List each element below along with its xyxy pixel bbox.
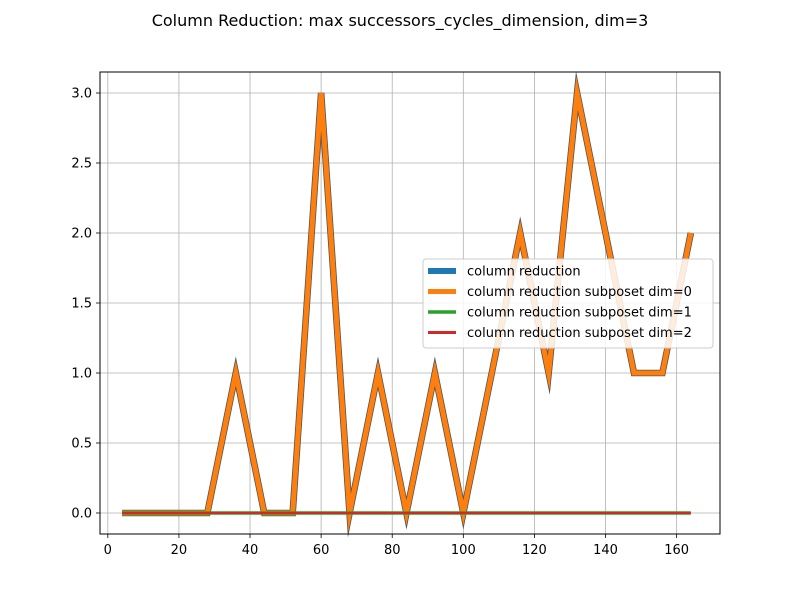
chart-title: Column Reduction: max successors_cycles_… <box>152 11 649 31</box>
x-tick-label: 20 <box>171 543 188 558</box>
x-tick-label: 60 <box>313 543 330 558</box>
y-tick-label: 1.5 <box>71 297 92 312</box>
x-tick-label: 40 <box>242 543 259 558</box>
x-axis: 0 20 40 60 80 100 120 140 160 <box>104 534 689 558</box>
y-tick-label: 0.5 <box>71 437 92 452</box>
legend-label: column reduction subposet dim=2 <box>467 326 692 341</box>
x-tick-label: 140 <box>593 543 618 558</box>
legend-label: column reduction subposet dim=0 <box>467 285 692 300</box>
series-layer <box>122 71 695 538</box>
y-axis: 0.0 0.5 1.0 1.5 2.0 2.5 3.0 <box>71 87 100 522</box>
x-tick-label: 160 <box>664 543 689 558</box>
x-tick-label: 120 <box>522 543 547 558</box>
y-tick-label: 2.5 <box>71 157 92 172</box>
legend-label: column reduction subposet dim=1 <box>467 306 692 321</box>
x-tick-label: 100 <box>451 543 476 558</box>
y-tick-label: 2.0 <box>71 227 92 242</box>
x-tick-label: 0 <box>104 543 112 558</box>
x-tick-label: 80 <box>384 543 401 558</box>
legend-label: column reduction <box>467 265 581 280</box>
y-tick-label: 0.0 <box>71 507 92 522</box>
legend: column reduction column reduction subpose… <box>422 258 714 349</box>
y-tick-label: 3.0 <box>71 87 92 102</box>
legend-box <box>422 258 714 349</box>
y-tick-label: 1.0 <box>71 367 92 382</box>
